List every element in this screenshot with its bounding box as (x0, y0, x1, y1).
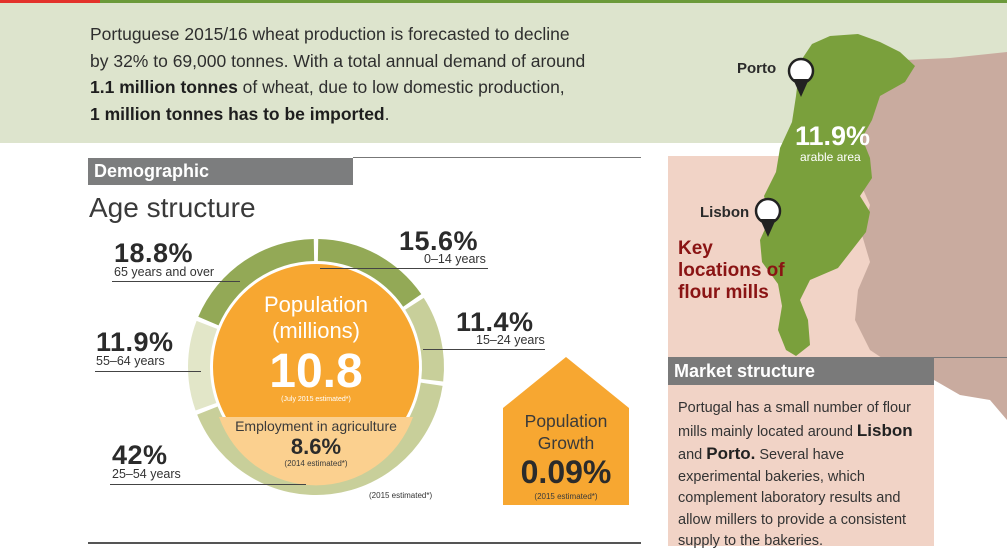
age-group-55-64-label: 55–64 years (96, 354, 165, 368)
top-accent-red (0, 0, 100, 3)
age-group-55-64-arc (188, 320, 218, 411)
intro-demand-highlight: 1.1 million tonnes (90, 77, 238, 97)
age-group-65-plus-label: 65 years and over (114, 265, 215, 279)
age-group-0-14-pct: 15.6% (399, 226, 479, 256)
demographic-section-title: Demographic (88, 158, 353, 185)
section-divider (353, 157, 641, 158)
age-group-15-24-pct: 11.4% (456, 307, 534, 337)
age-group-65-plus-rule (112, 281, 240, 282)
intro-import-highlight: 1 million tonnes has to be imported (90, 103, 385, 124)
key-locations-label: Key locations of flour mills (678, 238, 785, 303)
market-structure-text: Portugal has a small number of flour mil… (678, 398, 926, 553)
market-text-and: and (678, 447, 707, 463)
intro-text: Portuguese 2015/16 wheat production is f… (90, 21, 650, 127)
market-porto: Porto. (706, 444, 756, 463)
employment-note: (2014 estimated*) (284, 459, 348, 468)
age-group-15-24-rule (423, 349, 545, 350)
growth-note: (2015 estimated*) (534, 492, 598, 501)
top-accent-bar (0, 0, 1007, 3)
age-group-0-14-arc (317, 239, 422, 307)
age-group-0-14-label: 0–14 years (424, 252, 486, 266)
growth-label-1: Population (524, 411, 608, 431)
population-label-1: Population (264, 292, 368, 317)
population-note: (July 2015 estimated*) (281, 396, 351, 403)
market-lisbon: Lisbon (856, 420, 913, 440)
employment-value: 8.6% (290, 434, 342, 459)
lisbon-label: Lisbon (700, 204, 750, 221)
age-group-15-24-arc (405, 297, 444, 382)
age-group-25-54-label: 25–54 years (112, 467, 181, 481)
age-structure-title: Age structure (89, 192, 256, 223)
age-group-0-14-rule (320, 268, 488, 269)
age-group-55-64-pct: 11.9% (96, 327, 174, 357)
market-text-part-2: Several have experimental bakeries, whic… (678, 447, 907, 549)
age-group-15-24-label: 15–24 years (476, 333, 545, 347)
age-group-25-54-rule (110, 484, 306, 485)
porto-label: Porto (737, 60, 777, 77)
employment-segment (219, 417, 413, 486)
growth-label-2: Growth (537, 433, 595, 453)
market-structure-title: Market structure (668, 357, 934, 385)
intro-line-4: . (384, 103, 390, 124)
intro-line-2: by 32% to 69,000 tonnes. With a total an… (90, 50, 586, 71)
population-label-2: (millions) (272, 318, 360, 343)
age-group-55-64-rule (95, 371, 201, 372)
ring-estimate-note: (2015 estimated*) (369, 491, 433, 500)
growth-value: 0.09% (520, 454, 612, 490)
age-group-65-plus-arc (198, 239, 315, 326)
employment-label: Employment in agriculture (235, 418, 397, 434)
bottom-divider (88, 542, 641, 544)
arable-area-value: 11.9% (795, 121, 871, 151)
population-value: 10.8 (269, 345, 363, 398)
age-group-25-54-pct: 42% (112, 440, 168, 470)
intro-line-1: Portuguese 2015/16 wheat production is f… (90, 24, 570, 44)
age-group-65-plus-pct: 18.8% (114, 238, 194, 268)
arable-area-label: arable area (800, 150, 861, 164)
intro-line-3: of wheat, due to low domestic production… (237, 77, 565, 97)
market-divider (934, 357, 1007, 358)
market-text-part-1: Portugal has a small number of flour mil… (678, 400, 911, 440)
population-growth-house (503, 357, 629, 505)
